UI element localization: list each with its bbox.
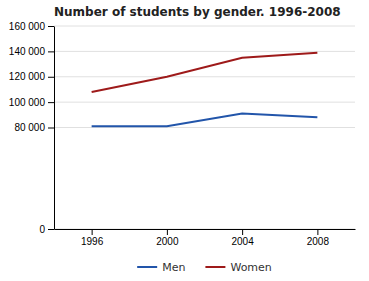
y-axis: 0 80 000 100 000 120 000 140 000 160 000 [9, 21, 55, 235]
tick-label: 80 000 [14, 122, 45, 133]
line [92, 53, 318, 92]
grid-line [54, 229, 355, 230]
grid-line [54, 51, 355, 52]
tick-mark [167, 229, 168, 235]
grid-line [54, 76, 355, 77]
tick: 2004 [232, 229, 255, 247]
tick-mark [48, 26, 54, 27]
tick-mark [92, 229, 93, 235]
tick: 2008 [307, 229, 330, 247]
tick-label: 100 000 [9, 97, 46, 108]
tick: 2000 [156, 229, 179, 247]
tick-label: 120 000 [9, 71, 46, 82]
tick-mark [317, 229, 318, 235]
legend-label: Women [230, 261, 271, 274]
tick-label: 2000 [156, 236, 179, 247]
series-group [92, 53, 318, 127]
tick: 120 000 [9, 71, 54, 82]
tick-label: 1996 [81, 236, 104, 247]
tick: 1996 [81, 229, 104, 247]
grid-line [54, 26, 355, 27]
chart: 1996 2000 2004 2008 0 80 000 100 000 120 000 140… [0, 0, 369, 281]
tick: 100 000 [9, 97, 54, 108]
tick: 0 [39, 224, 54, 235]
legend-item: Men [137, 261, 185, 274]
tick: 160 000 [9, 21, 54, 32]
tick-label: 160 000 [9, 21, 46, 32]
axis-line [55, 229, 356, 230]
tick: 80 000 [14, 122, 54, 133]
axis-line [54, 27, 55, 230]
tick-mark [48, 51, 54, 52]
x-axis: 1996 2000 2004 2008 [55, 229, 356, 247]
grid [54, 26, 355, 229]
tick-label: 2004 [232, 236, 255, 247]
tick-label: 140 000 [9, 46, 46, 57]
tick-mark [48, 229, 54, 230]
legend: Men Women [137, 261, 272, 274]
title: Number of students by gender. 1996-2008 [54, 5, 341, 19]
legend-label: Men [162, 261, 185, 274]
plot: 1996 2000 2004 2008 0 80 000 100 000 120 000 140… [9, 21, 356, 247]
legend-swatch [205, 266, 225, 268]
tick: 140 000 [9, 46, 54, 57]
tick-label: 0 [39, 224, 45, 235]
line [92, 114, 318, 127]
legend-swatch [137, 266, 157, 268]
tick-mark [48, 77, 54, 78]
tick-mark [48, 128, 54, 129]
tick-mark [48, 102, 54, 103]
tick-label: 2008 [307, 236, 330, 247]
grid-line [54, 102, 355, 103]
tick-mark [242, 229, 243, 235]
legend-item: Women [205, 261, 271, 274]
